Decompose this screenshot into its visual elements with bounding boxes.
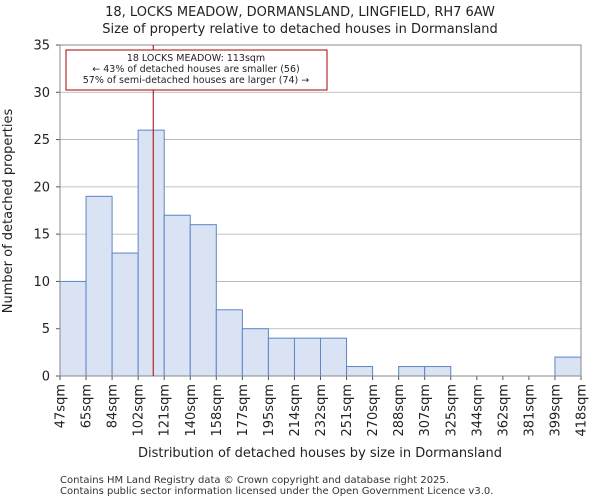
annotation-line-1: 18 LOCKS MEADOW: 113sqm [127,53,265,64]
bar [59,280,87,377]
bar [554,356,582,377]
x-tick-label: 158sqm [210,384,225,437]
x-tick-label: 288sqm [392,384,407,437]
x-tick-label: 47sqm [54,384,69,428]
x-tick-label: 307sqm [418,384,433,437]
x-tick-label: 381sqm [522,384,537,437]
x-axis-ticks: 47sqm 65sqm 84sqm 102sqm 121sqm 140sqm 158sqm 1… [54,376,590,437]
x-tick-label: 214sqm [288,384,303,437]
bar [215,309,243,377]
x-tick-label: 344sqm [470,384,485,437]
x-tick-label: 121sqm [158,384,173,437]
annotation-line-3: 57% of semi-detached houses are larger (… [83,75,310,86]
bar [85,195,113,377]
x-tick-label: 251sqm [340,384,355,437]
footer-line-1: Contains HM Land Registry data © Crown c… [60,475,449,486]
bar [293,337,322,377]
annotation-box: 18 LOCKS MEADOW: 113sqm ← 43% of detache… [65,49,328,91]
x-tick-label: 140sqm [184,384,199,437]
x-tick-label: 177sqm [236,384,251,437]
y-tick-label: 15 [33,228,50,243]
bar [346,366,374,377]
y-tick-label: 25 [33,133,50,148]
x-tick-label: 399sqm [548,384,563,437]
bar [137,129,165,377]
bar [163,214,191,377]
x-tick-label: 232sqm [314,384,329,437]
x-tick-label: 325sqm [444,384,459,437]
bar [424,366,452,377]
chart-subtitle: Size of property relative to detached ho… [102,22,498,37]
annotation-frame [65,49,328,91]
y-tick-label: 5 [42,322,50,337]
y-tick-label: 30 [33,86,50,101]
bars [59,129,582,377]
x-tick-label: 418sqm [575,384,590,437]
x-axis-label: Distribution of detached houses by size … [138,446,502,461]
y-tick-label: 10 [33,275,50,290]
y-axis-ticks: 0 5 10 15 20 25 30 35 [33,39,60,385]
bar [267,337,295,377]
bar [398,366,426,377]
bar [241,328,269,377]
bar [320,337,348,377]
bar [111,252,139,377]
annotation-line-2: ← 43% of detached houses are smaller (56… [92,64,299,75]
y-axis-label: Number of detached properties [1,109,16,314]
x-tick-label: 84sqm [106,384,121,428]
y-tick-label: 0 [42,370,50,385]
chart-title: 18, LOCKS MEADOW, DORMANSLAND, LINGFIELD… [105,5,495,20]
x-tick-label: 65sqm [80,384,95,428]
plot-frame [59,44,582,377]
x-tick-label: 195sqm [262,384,277,437]
bar [189,224,217,377]
x-tick-label: 102sqm [132,384,147,437]
x-tick-label: 362sqm [496,384,511,437]
y-tick-label: 35 [33,39,50,54]
x-tick-label: 270sqm [366,384,381,437]
y-tick-label: 20 [33,180,50,195]
footer-line-2: Contains public sector information licen… [60,486,493,497]
